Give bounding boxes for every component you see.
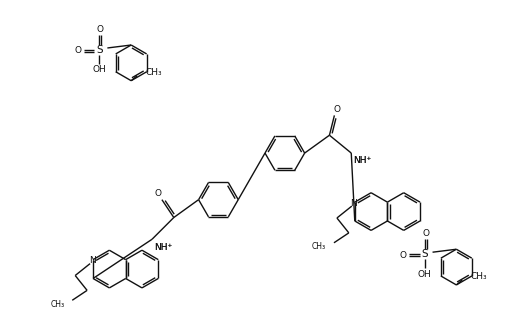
Text: OH: OH: [92, 65, 106, 74]
Text: O: O: [155, 189, 161, 198]
Text: O: O: [334, 105, 341, 114]
Text: NH⁺: NH⁺: [154, 243, 172, 252]
Text: O: O: [399, 251, 406, 260]
Text: N: N: [350, 199, 357, 208]
Text: OH: OH: [418, 270, 432, 279]
Text: NH⁺: NH⁺: [353, 156, 372, 165]
Text: N: N: [89, 256, 96, 265]
Text: O: O: [422, 229, 429, 238]
Text: CH₃: CH₃: [145, 68, 161, 77]
Text: S: S: [421, 249, 428, 259]
Text: CH₃: CH₃: [312, 242, 326, 251]
Text: S: S: [96, 45, 103, 55]
Text: CH₃: CH₃: [470, 272, 487, 281]
Text: NH⁺: NH⁺: [353, 156, 372, 165]
Text: CH₃: CH₃: [50, 300, 64, 309]
Text: O: O: [74, 46, 81, 55]
Text: NH⁺: NH⁺: [154, 243, 172, 252]
Text: O: O: [97, 25, 104, 33]
